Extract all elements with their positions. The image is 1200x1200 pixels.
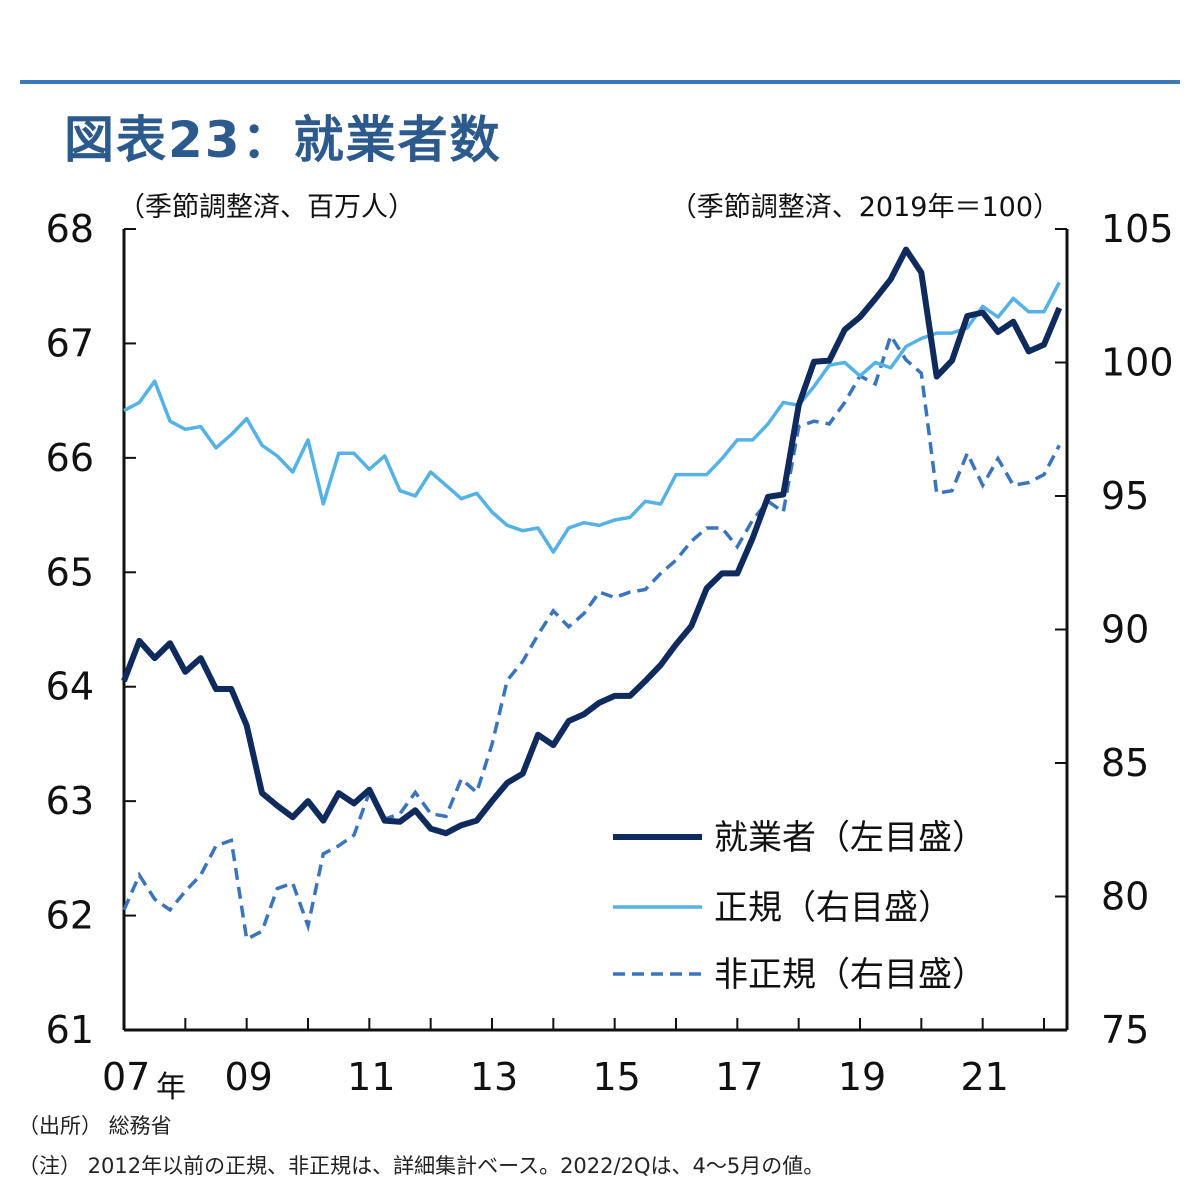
x-tick-label: 09 — [224, 1055, 272, 1099]
series-line-regular — [123, 281, 1061, 554]
right-tick-label: 90 — [1101, 608, 1149, 652]
title-rule — [20, 80, 1180, 84]
right-tick-label: 80 — [1101, 875, 1149, 919]
legend-label-regular: 正規（右目盛） — [714, 888, 952, 928]
right-tick-label: 85 — [1101, 741, 1149, 785]
left-tick-label: 64 — [46, 665, 94, 709]
x-tick-label: 07 — [102, 1055, 150, 1099]
left-tick-label: 65 — [46, 550, 94, 594]
x-axis-year-suffix: 年 — [156, 1070, 186, 1105]
series-line-employed — [121, 246, 1063, 837]
chart-title: 図表23：就業者数 — [64, 111, 502, 169]
right-tick-label: 95 — [1101, 474, 1149, 518]
legend-label-employed: 就業者（左目盛） — [714, 818, 986, 858]
right-tick-label: 75 — [1101, 1008, 1149, 1052]
x-tick-label: 13 — [470, 1055, 518, 1099]
left-tick-label: 67 — [46, 321, 94, 365]
x-tick-label: 21 — [960, 1055, 1008, 1099]
legend-label-nonregular: 非正規（右目盛） — [714, 955, 986, 995]
series-line-nonregular — [122, 331, 1061, 942]
left-tick-label: 66 — [46, 436, 94, 480]
left-tick-label: 62 — [46, 894, 94, 938]
footnote: （注） 2012年以前の正規、非正規は、詳細集計ベース。2022/2Qは、4～5… — [18, 1154, 825, 1178]
left-tick-label: 68 — [46, 207, 94, 251]
right-tick-label: 100 — [1101, 341, 1174, 385]
right-tick-label: 105 — [1101, 207, 1174, 251]
left-tick-label: 61 — [46, 1008, 94, 1052]
left-axis-unit: （季節調整済、百万人） — [118, 192, 415, 223]
x-tick-label: 17 — [715, 1055, 763, 1099]
x-tick-label: 19 — [838, 1055, 886, 1099]
right-axis-unit: （季節調整済、2019年＝100） — [670, 192, 1060, 223]
left-tick-label: 63 — [46, 779, 94, 823]
source-note: （出所） 総務省 — [18, 1114, 172, 1138]
x-tick-label: 15 — [592, 1055, 640, 1099]
x-tick-label: 11 — [347, 1055, 395, 1099]
